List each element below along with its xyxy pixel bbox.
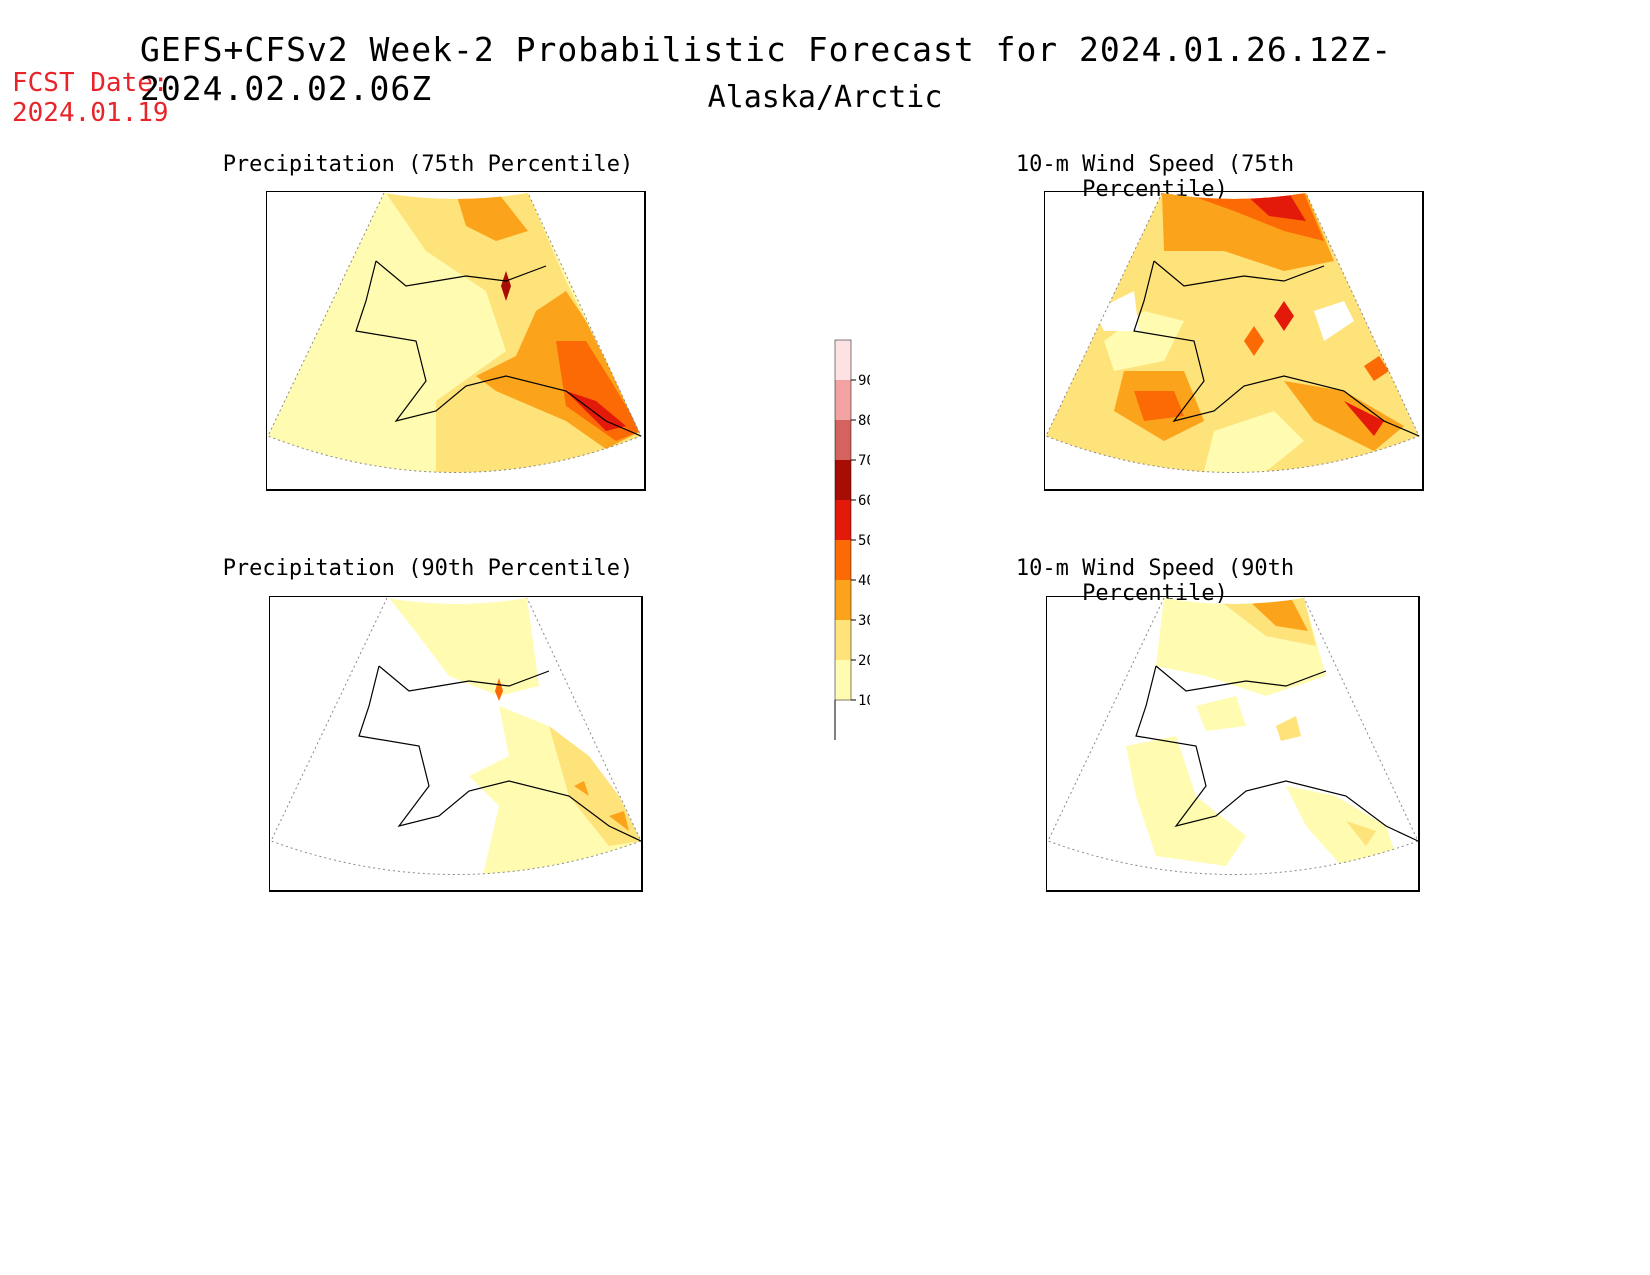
legend-swatch (835, 660, 851, 700)
legend-swatch (835, 580, 851, 620)
color-legend: 10 20 30 40 50 60 70 80 90 (800, 330, 875, 754)
legend-swatch (835, 500, 851, 540)
map-wind-90 (1046, 596, 1420, 892)
legend-tick-label: 20 (858, 653, 870, 669)
forecast-date-value: 2024.01.19 (12, 98, 169, 128)
legend-tick-label: 70 (858, 453, 870, 469)
legend-swatch (835, 380, 851, 420)
legend-tick-label: 30 (858, 613, 870, 629)
legend-swatch (835, 540, 851, 580)
panel-title-wind-90: 10-m Wind Speed (90th Percentile) (1015, 556, 1295, 606)
map-precip-75 (266, 191, 646, 491)
page-title: GEFS+CFSv2 Week-2 Probabilistic Forecast… (140, 30, 1393, 108)
legend-frame (834, 339, 852, 701)
legend-tick-label: 60 (858, 493, 870, 509)
map-precip-90 (269, 596, 643, 892)
panel-title-precip-90: Precipitation (90th Percentile) (222, 556, 634, 581)
map-wind-75 (1044, 191, 1424, 491)
legend-tick-label: 50 (858, 533, 870, 549)
legend-swatch (835, 420, 851, 460)
panel-title-precip-75: Precipitation (75th Percentile) (222, 152, 634, 177)
legend-swatch (835, 460, 851, 500)
forecast-date-caption: FCST Date: (12, 68, 169, 98)
legend-tick-label: 40 (858, 573, 870, 589)
region-subtitle: Alaska/Arctic (707, 80, 943, 115)
legend-swatch (835, 340, 851, 380)
legend-tick-label: 90 (858, 373, 870, 389)
legend-svg: 10 20 30 40 50 60 70 80 90 (834, 339, 875, 740)
forecast-date-label: FCST Date: 2024.01.19 (12, 68, 169, 128)
legend-tick-label: 80 (858, 413, 870, 429)
panel-title-wind-75: 10-m Wind Speed (75th Percentile) (1015, 152, 1295, 202)
legend-swatch (835, 620, 851, 660)
legend-tick-label: 10 (858, 693, 870, 709)
